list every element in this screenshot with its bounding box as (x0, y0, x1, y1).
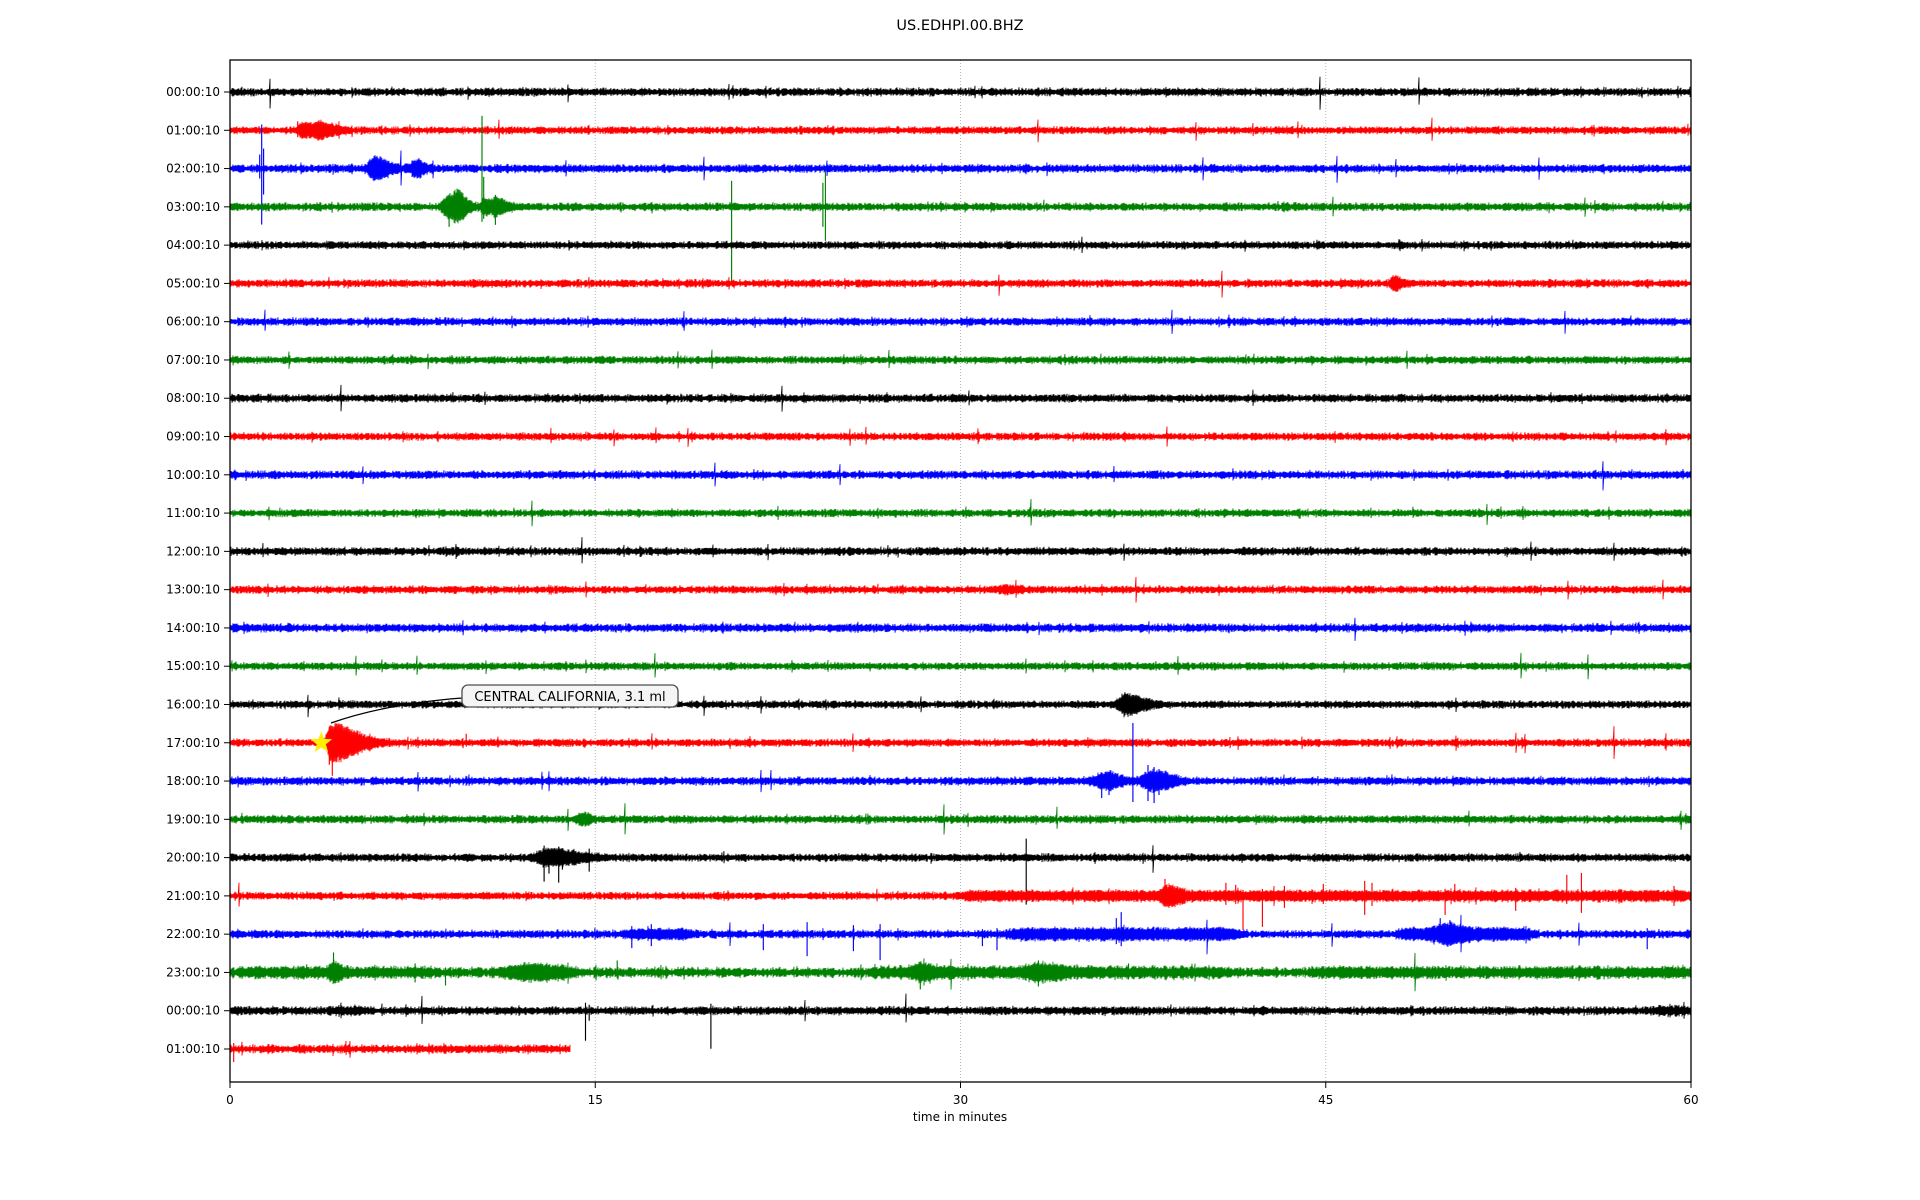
seismic-trace (229, 993, 1692, 1025)
x-axis-tick-label: 45 (1318, 1093, 1333, 1107)
seismic-trace (229, 652, 1692, 680)
trace-row (229, 952, 1692, 992)
y-axis-tick-label: 12:00:10 (166, 544, 220, 558)
trace-row (229, 349, 1692, 370)
y-axis-tick-label: 02:00:10 (166, 162, 220, 176)
page-title: US.EDHPI.00.BHZ (896, 18, 1024, 34)
trace-row (229, 498, 1692, 527)
y-axis-tick-label: 00:00:10 (166, 1004, 220, 1018)
seismic-trace (229, 617, 1692, 641)
trace-row (229, 912, 1692, 961)
y-axis-tick-label: 14:00:10 (166, 621, 220, 635)
seismic-trace (229, 768, 1692, 794)
x-axis-tick-label: 0 (226, 1093, 234, 1107)
trace-row (229, 1040, 571, 1062)
trace-row (229, 872, 1692, 930)
y-axis-tick-label: 04:00:10 (166, 238, 220, 252)
y-axis-tick-label: 07:00:10 (166, 353, 220, 367)
y-axis-tick-label: 11:00:10 (166, 506, 220, 520)
y-axis-tick-label: 18:00:10 (166, 774, 220, 788)
trace-row (229, 76, 1692, 110)
seismic-trace (229, 384, 1692, 412)
seismic-trace (229, 236, 1692, 254)
y-axis-tick-label: 17:00:10 (166, 736, 220, 750)
seismic-trace (229, 150, 1692, 186)
seismic-trace (229, 461, 1692, 491)
y-axis-tick-label: 13:00:10 (166, 583, 220, 597)
y-axis-tick-label: 23:00:10 (166, 965, 220, 979)
seismic-trace (229, 803, 1692, 835)
trace-row (229, 723, 1692, 776)
seismic-trace (229, 1040, 571, 1058)
seismic-trace (229, 270, 1692, 298)
y-axis-tick-label: 05:00:10 (166, 276, 220, 290)
seismic-trace (229, 426, 1692, 447)
y-axis-tick-label: 00:00:10 (166, 85, 220, 99)
trace-row (229, 537, 1692, 564)
y-axis-tick-label: 03:00:10 (166, 200, 220, 214)
trace-row (229, 838, 1692, 905)
y-axis-tick-label: 16:00:10 (166, 697, 220, 711)
trace-row (229, 652, 1692, 680)
trace-row (229, 576, 1692, 603)
annotation-leader-line (330, 697, 463, 724)
seismic-trace (229, 117, 1692, 143)
event-star-icon (310, 731, 333, 753)
seismic-trace (229, 576, 1692, 603)
trace-row (229, 426, 1692, 447)
trace-row (229, 115, 1692, 285)
y-axis-tick-label: 06:00:10 (166, 315, 220, 329)
seismic-trace (229, 76, 1692, 110)
trace-row (229, 117, 1692, 143)
y-axis-tick-label: 08:00:10 (166, 391, 220, 405)
seismic-trace (229, 882, 1692, 909)
x-axis-tick-label: 15 (588, 1093, 603, 1107)
y-axis-tick-label: 20:00:10 (166, 851, 220, 865)
y-axis-tick-label: 01:00:10 (166, 1042, 220, 1056)
seismic-trace (229, 723, 1692, 764)
seismic-trace (229, 188, 1692, 224)
seismic-trace (229, 498, 1692, 527)
trace-row (229, 617, 1692, 641)
trace-row (229, 270, 1692, 298)
seismic-trace (229, 349, 1692, 370)
gridlines (594, 60, 1327, 1082)
x-axis-title: time in minutes (912, 1110, 1008, 1124)
y-axis-tick-label: 19:00:10 (166, 812, 220, 826)
seismic-trace (229, 845, 1692, 873)
annotation-box (461, 684, 679, 708)
x-axis-tick-label: 60 (1683, 1093, 1698, 1107)
trace-row (229, 803, 1692, 835)
event-annotation: CENTRAL CALIFORNIA, 3.1 ml (310, 684, 679, 753)
trace-row (229, 723, 1692, 804)
seismic-trace (229, 914, 1692, 955)
trace-row (229, 309, 1692, 334)
y-axis-tick-label: 01:00:10 (166, 123, 220, 137)
y-axis-tick-label: 10:00:10 (166, 468, 220, 482)
x-axis-tick-label: 30 (953, 1093, 968, 1107)
trace-row (229, 384, 1692, 412)
annotation-text: CENTRAL CALIFORNIA, 3.1 ml (474, 690, 665, 705)
trace-row (229, 993, 1692, 1049)
y-axis-tick-label: 22:00:10 (166, 927, 220, 941)
trace-row (229, 461, 1692, 491)
y-axis-tick-label: 09:00:10 (166, 430, 220, 444)
seismic-trace (229, 537, 1692, 564)
y-axis-tick-label: 21:00:10 (166, 889, 220, 903)
seismic-trace (229, 309, 1692, 334)
trace-row (229, 236, 1692, 254)
seismic-trace (229, 952, 1692, 992)
y-axis-tick-label: 15:00:10 (166, 659, 220, 673)
